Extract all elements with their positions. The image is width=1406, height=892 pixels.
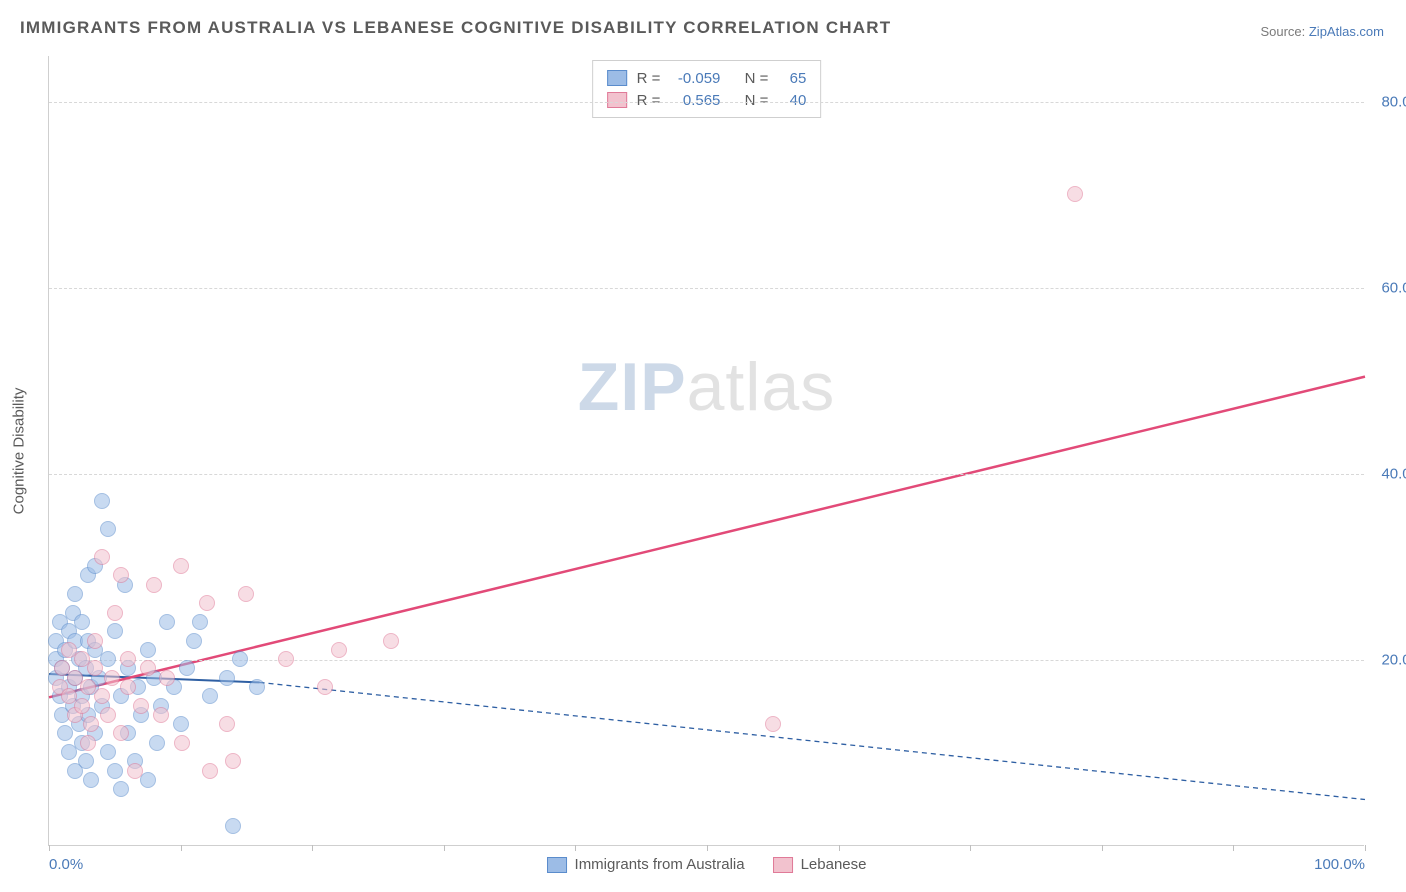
chart-title: IMMIGRANTS FROM AUSTRALIA VS LEBANESE CO… (20, 18, 891, 38)
scatter-point-lebanese (225, 753, 241, 769)
scatter-point-australia (74, 614, 90, 630)
scatter-point-lebanese (104, 670, 120, 686)
x-tick-label: 100.0% (1314, 856, 1365, 873)
scatter-point-lebanese (94, 549, 110, 565)
x-tick-label: 0.0% (49, 856, 83, 873)
scatter-point-lebanese (127, 763, 143, 779)
scatter-point-lebanese (113, 567, 129, 583)
legend-swatch-lebanese (773, 857, 793, 873)
scatter-point-australia (78, 753, 94, 769)
x-tick (1102, 845, 1103, 851)
x-tick (1233, 845, 1234, 851)
y-tick-label: 40.0% (1370, 466, 1406, 483)
x-tick (181, 845, 182, 851)
y-tick-label: 20.0% (1370, 652, 1406, 669)
scatter-point-lebanese (100, 707, 116, 723)
gridline (49, 102, 1364, 103)
x-tick (49, 845, 50, 851)
scatter-point-australia (192, 614, 208, 630)
x-tick (839, 845, 840, 851)
series-legend: Immigrants from Australia Lebanese (547, 856, 867, 873)
scatter-point-australia (113, 781, 129, 797)
scatter-point-australia (179, 660, 195, 676)
scatter-point-lebanese (120, 679, 136, 695)
scatter-point-lebanese (83, 716, 99, 732)
x-tick (707, 845, 708, 851)
scatter-point-lebanese (278, 651, 294, 667)
x-tick (970, 845, 971, 851)
scatter-point-australia (100, 651, 116, 667)
legend-item-lebanese: Lebanese (773, 856, 867, 873)
scatter-point-australia (186, 633, 202, 649)
scatter-point-australia (100, 521, 116, 537)
scatter-point-australia (140, 772, 156, 788)
scatter-point-lebanese (199, 595, 215, 611)
legend-label-australia: Immigrants from Australia (575, 856, 745, 873)
source-attribution: Source: ZipAtlas.com (1260, 24, 1384, 39)
scatter-point-australia (173, 716, 189, 732)
regression-lines (49, 56, 1365, 846)
scatter-point-australia (149, 735, 165, 751)
scatter-point-australia (100, 744, 116, 760)
scatter-point-lebanese (383, 633, 399, 649)
scatter-point-australia (219, 670, 235, 686)
scatter-point-lebanese (113, 725, 129, 741)
scatter-point-lebanese (87, 660, 103, 676)
scatter-point-lebanese (133, 698, 149, 714)
x-tick (1365, 845, 1366, 851)
scatter-point-lebanese (317, 679, 333, 695)
legend-label-lebanese: Lebanese (801, 856, 867, 873)
y-tick-label: 80.0% (1370, 94, 1406, 111)
scatter-point-australia (107, 763, 123, 779)
scatter-point-australia (140, 642, 156, 658)
scatter-point-lebanese (80, 735, 96, 751)
scatter-point-lebanese (219, 716, 235, 732)
regression-extrapolate-australia (260, 682, 1365, 799)
scatter-point-lebanese (174, 735, 190, 751)
scatter-point-lebanese (107, 605, 123, 621)
scatter-point-lebanese (331, 642, 347, 658)
gridline (49, 288, 1364, 289)
scatter-point-australia (67, 586, 83, 602)
scatter-point-australia (232, 651, 248, 667)
scatter-point-australia (249, 679, 265, 695)
x-tick (444, 845, 445, 851)
scatter-point-lebanese (765, 716, 781, 732)
scatter-point-lebanese (1067, 186, 1083, 202)
legend-item-australia: Immigrants from Australia (547, 856, 745, 873)
gridline (49, 474, 1364, 475)
scatter-point-australia (57, 725, 73, 741)
scatter-point-australia (225, 818, 241, 834)
scatter-point-australia (94, 493, 110, 509)
scatter-point-lebanese (140, 660, 156, 676)
legend-swatch-australia (547, 857, 567, 873)
y-axis-label: Cognitive Disability (11, 387, 28, 514)
regression-lebanese (49, 377, 1365, 698)
scatter-point-lebanese (74, 698, 90, 714)
scatter-point-lebanese (159, 670, 175, 686)
scatter-point-lebanese (238, 586, 254, 602)
scatter-point-australia (83, 772, 99, 788)
scatter-point-australia (159, 614, 175, 630)
scatter-point-lebanese (173, 558, 189, 574)
scatter-point-lebanese (153, 707, 169, 723)
scatter-chart: Cognitive Disability ZIPatlas R = -0.059… (48, 56, 1364, 846)
scatter-point-lebanese (146, 577, 162, 593)
y-tick-label: 60.0% (1370, 280, 1406, 297)
scatter-point-lebanese (120, 651, 136, 667)
x-tick (575, 845, 576, 851)
scatter-point-australia (202, 688, 218, 704)
source-prefix: Source: (1260, 24, 1308, 39)
scatter-point-lebanese (94, 688, 110, 704)
source-link[interactable]: ZipAtlas.com (1309, 24, 1384, 39)
scatter-point-lebanese (202, 763, 218, 779)
x-tick (312, 845, 313, 851)
scatter-point-lebanese (87, 633, 103, 649)
scatter-point-australia (107, 623, 123, 639)
